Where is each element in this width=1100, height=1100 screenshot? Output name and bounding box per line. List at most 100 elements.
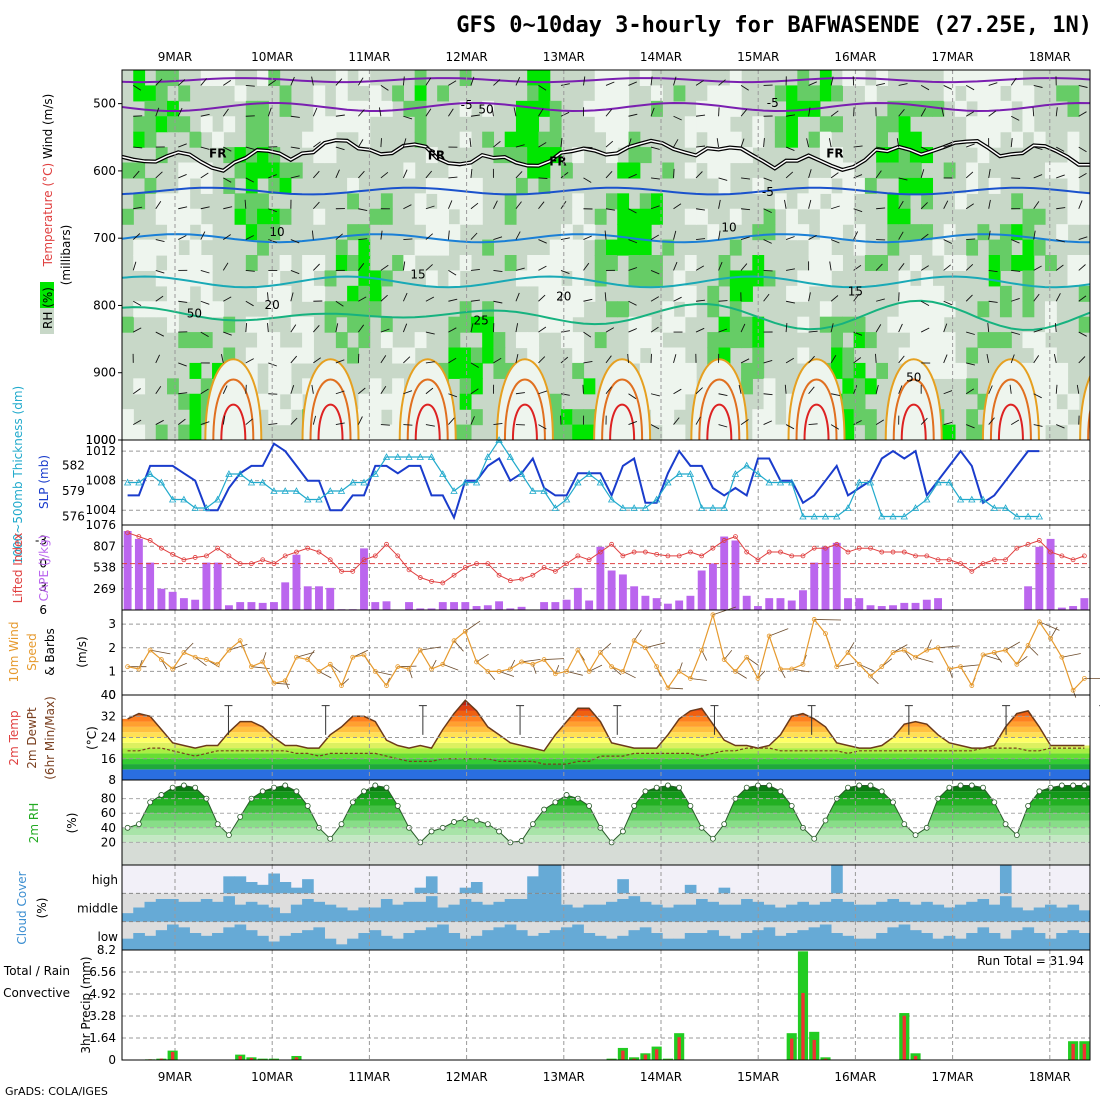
rh-cell — [1011, 131, 1024, 148]
cloud-cover-cell — [831, 865, 843, 894]
wind-speed-marker — [688, 676, 693, 681]
rh-cell — [662, 162, 675, 179]
wind-barb — [920, 169, 925, 179]
rh-cell — [853, 177, 866, 194]
cloud-cover-cell — [268, 873, 280, 894]
wind-barb — [673, 230, 677, 240]
rh-cell — [966, 116, 979, 133]
wind-speed-marker — [766, 633, 772, 639]
cloud-cover-cell — [335, 944, 348, 950]
cloud-cover-cell — [819, 924, 832, 950]
wind-barb — [1054, 323, 1057, 333]
rh-cell — [932, 362, 945, 379]
rh-cell — [741, 362, 753, 379]
rh-cell — [718, 100, 731, 117]
rh-cell — [966, 424, 979, 440]
cloud-cover-cell — [1033, 933, 1046, 950]
rh-marker — [271, 784, 277, 791]
lifted-index-marker — [1003, 557, 1008, 563]
wind-barb — [358, 109, 365, 117]
rh-cell — [988, 239, 1001, 256]
wind-barb — [650, 76, 653, 86]
wind-barb — [290, 115, 300, 118]
rh-cell — [898, 347, 911, 364]
cloud-cover-cell — [1033, 907, 1046, 922]
rh-cell — [617, 162, 630, 179]
rh-cell — [268, 347, 281, 364]
rh-cell — [358, 70, 371, 87]
wind-barb — [448, 200, 453, 209]
wind-barb — [987, 323, 990, 333]
cloud-cover-cell — [313, 901, 326, 922]
wind-barb — [988, 110, 997, 117]
wind-barb — [245, 177, 255, 183]
rh-cell — [617, 224, 630, 241]
rh-cell — [392, 393, 404, 410]
rh-cell — [515, 100, 528, 117]
lifted-index-marker — [192, 555, 198, 560]
rh-cell — [347, 301, 359, 318]
surface-wind-barb — [465, 620, 481, 632]
cloud-cover-cell — [741, 933, 753, 950]
cloud-cover-cell — [122, 913, 134, 922]
bottom-date-label: 18MAR — [1029, 1070, 1071, 1084]
cloud-cover-cell — [459, 938, 472, 950]
rh-cell — [155, 424, 168, 440]
rh-cell — [482, 347, 495, 364]
wind-barb — [290, 269, 300, 275]
lifted-index-marker — [215, 545, 221, 551]
precip-convective-legend: Convective — [3, 986, 70, 1000]
wind-barb — [357, 416, 363, 425]
lifted-index-marker — [721, 538, 727, 543]
rh-cell — [819, 239, 832, 256]
wind-speed-marker — [282, 678, 288, 684]
cloud-cover-cell — [178, 901, 190, 922]
rh-band — [122, 798, 1090, 806]
surface-wind-barb — [791, 668, 810, 673]
lifted-index-marker — [901, 549, 907, 555]
warm-dome-contour — [1079, 374, 1090, 440]
rh-cell — [988, 131, 1001, 148]
rh-marker — [169, 784, 176, 791]
thickness-marker — [326, 487, 334, 494]
rh-cell — [155, 100, 168, 117]
surface-wind-barb — [982, 654, 1002, 661]
wind-barb — [673, 139, 679, 148]
cloud-cover-cell — [684, 884, 697, 894]
rh-cell — [797, 224, 810, 241]
convective-precip-bar — [902, 1015, 906, 1060]
wind-barb — [605, 327, 615, 333]
wind-barb — [943, 239, 952, 244]
cloud-cover-cell — [234, 876, 247, 894]
rh-cell — [966, 70, 979, 87]
rh-cell — [606, 85, 618, 102]
rh-cell — [212, 301, 224, 318]
wind-speed-marker — [856, 661, 862, 667]
cloud-cover-cell — [459, 899, 472, 922]
rh-cell — [617, 116, 630, 133]
convective-precip-bar — [801, 992, 805, 1060]
thickness-marker — [979, 495, 987, 503]
rh-cell — [144, 131, 157, 148]
cloud-cover-cell — [696, 933, 708, 950]
rh-cell — [133, 162, 146, 179]
wind-barb — [335, 233, 343, 240]
rh-cell — [887, 116, 900, 133]
rh-marker — [856, 782, 863, 789]
lifted-index-marker — [541, 565, 547, 570]
rh-cell — [200, 224, 213, 241]
rh-cell — [538, 131, 551, 148]
rh-cell — [639, 270, 652, 287]
warm-dome-contour — [406, 378, 449, 440]
rh-cell — [245, 131, 258, 148]
rh-cell — [628, 162, 641, 179]
rh-cell — [223, 147, 236, 164]
wind-barb — [200, 146, 210, 150]
rh-cell — [606, 255, 618, 272]
rh-cell — [549, 285, 562, 302]
wind-barb — [380, 294, 388, 302]
rh-marker — [428, 828, 435, 835]
wind-speed-marker — [204, 657, 209, 662]
